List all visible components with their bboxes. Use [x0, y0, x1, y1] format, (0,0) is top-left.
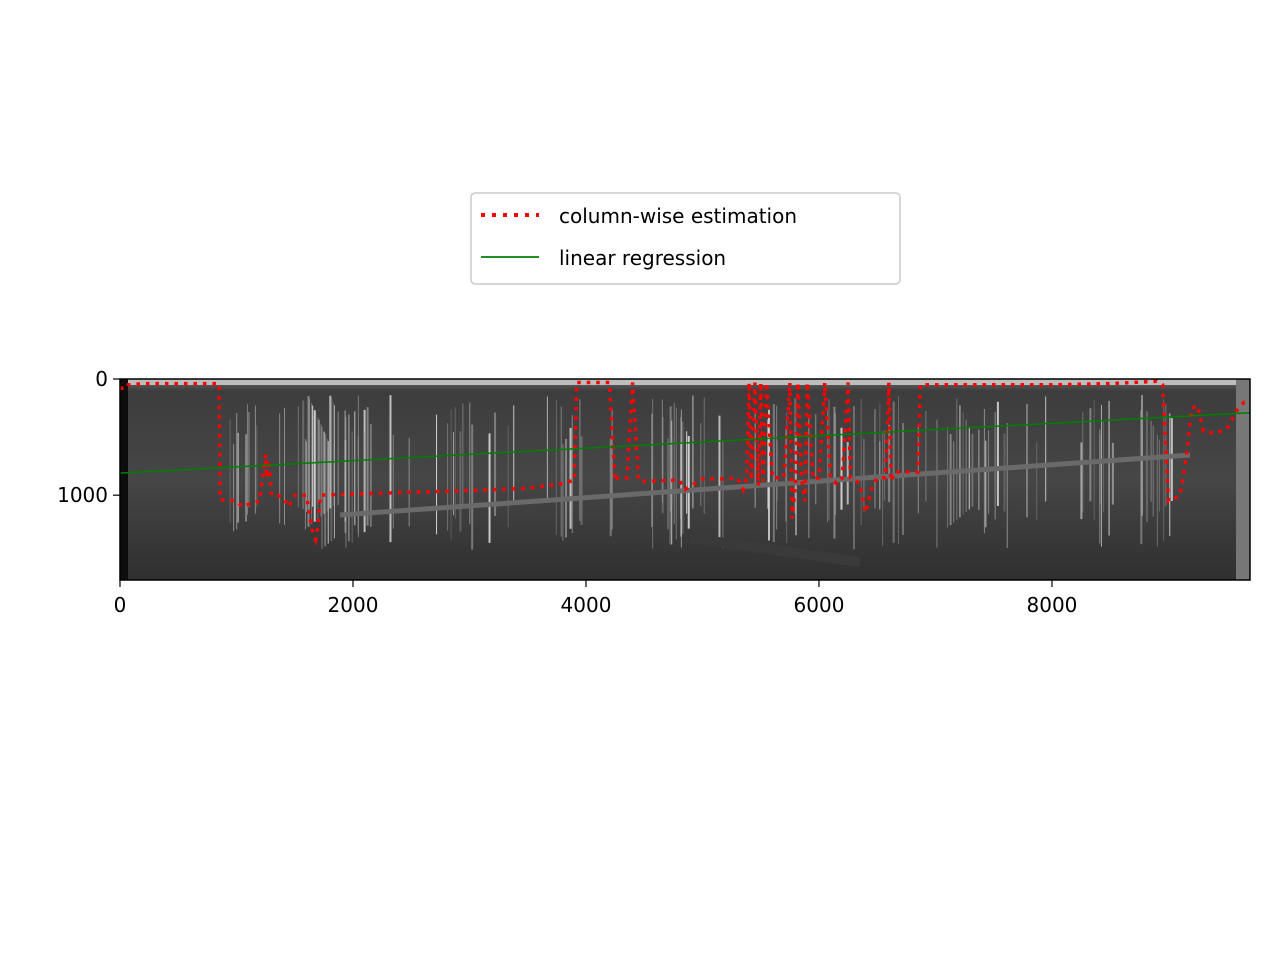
legend: column-wise estimation linear regression: [470, 192, 901, 285]
series-linear-regression: [120, 411, 1250, 474]
x-tick-label: 0: [114, 593, 127, 617]
background-image: [120, 379, 1250, 580]
x-tick-label: 2000: [328, 593, 379, 617]
y-axis: 0 1000: [57, 367, 120, 507]
legend-label-linear-regression: linear regression: [559, 246, 726, 270]
x-tick-label: 4000: [561, 593, 612, 617]
x-tick-label: 8000: [1027, 593, 1078, 617]
x-tick-label: 6000: [794, 593, 845, 617]
series-column-wise-estimation: [120, 379, 1250, 547]
legend-label-column-wise-estimation: column-wise estimation: [559, 204, 797, 228]
x-axis: 0 2000 4000 6000 8000: [114, 580, 1078, 617]
plot-frame: [119, 378, 1251, 581]
y-tick-label: 0: [95, 367, 108, 391]
y-tick-label: 1000: [57, 483, 108, 507]
